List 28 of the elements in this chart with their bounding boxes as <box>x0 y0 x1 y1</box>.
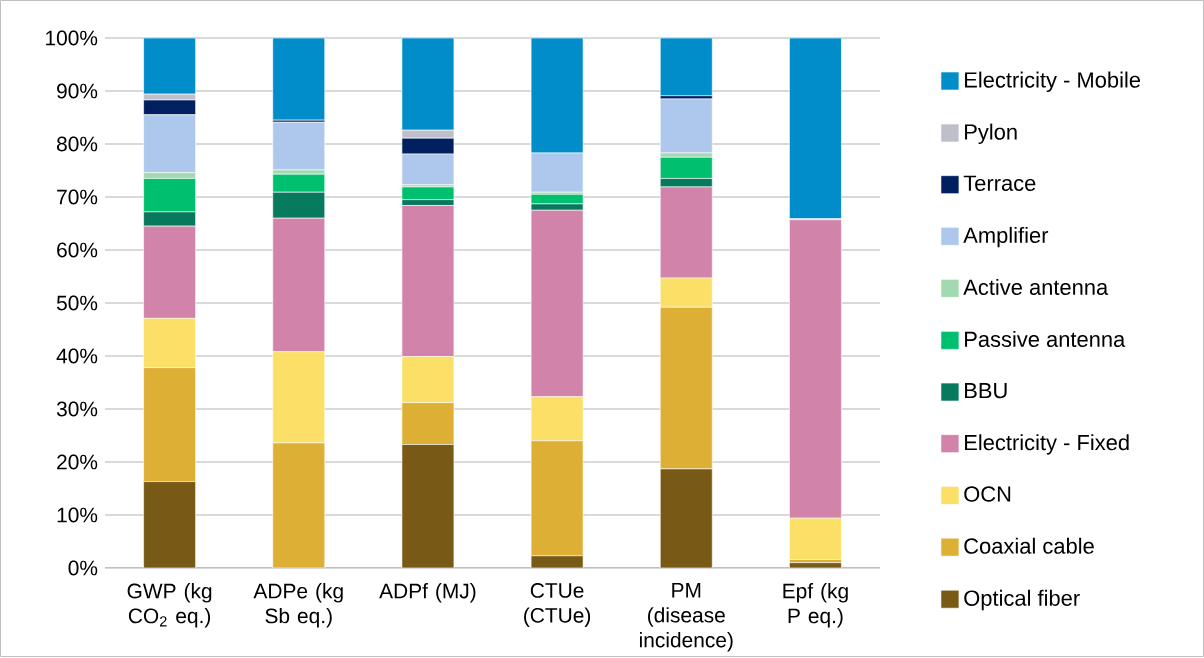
legend-label: BBU <box>965 382 1007 399</box>
legend-label: OCN <box>964 486 1011 502</box>
y-tick-label: 60% <box>57 242 98 258</box>
legend-label: Electricity - Mobile <box>965 71 1141 92</box>
x-tick-label: CTUe (CTUe) <box>524 582 591 627</box>
legend-label: Passive antenna <box>965 330 1126 347</box>
x-tick-label: ADPf (MJ) <box>379 582 476 603</box>
x-tick-label: PM (disease incidence) <box>639 582 733 652</box>
legend-label: Active antenna <box>963 278 1109 295</box>
y-tick-label: 30% <box>56 401 98 417</box>
x-tick-label: ADPe (kg Sb eq.) <box>253 582 343 628</box>
legend-label: Electricity - Fixed <box>965 434 1129 455</box>
y-tick-label: 80% <box>57 136 98 152</box>
legend-label: Optical fiber <box>964 589 1080 611</box>
y-tick-label: 0% <box>68 560 98 576</box>
y-tick-label: 10% <box>57 507 98 523</box>
y-tick-label: 50% <box>56 295 98 311</box>
y-tick-label: 70% <box>57 189 98 205</box>
legend-label: Coaxial cable <box>964 537 1094 554</box>
y-tick-label: 90% <box>57 83 98 99</box>
x-tick-label: Epf (kg P eq.) <box>783 582 848 628</box>
y-tick-label: 40% <box>56 348 98 364</box>
legend-label: Pylon <box>965 123 1017 144</box>
x-tick-label: GWP (kg CO$_{2}$ eq.) <box>127 582 212 628</box>
legend-label: Terrace <box>963 175 1036 191</box>
legend-label: Amplifier <box>963 226 1049 248</box>
y-tick-label: 20% <box>57 454 98 470</box>
y-tick-label: 100% <box>46 30 98 46</box>
